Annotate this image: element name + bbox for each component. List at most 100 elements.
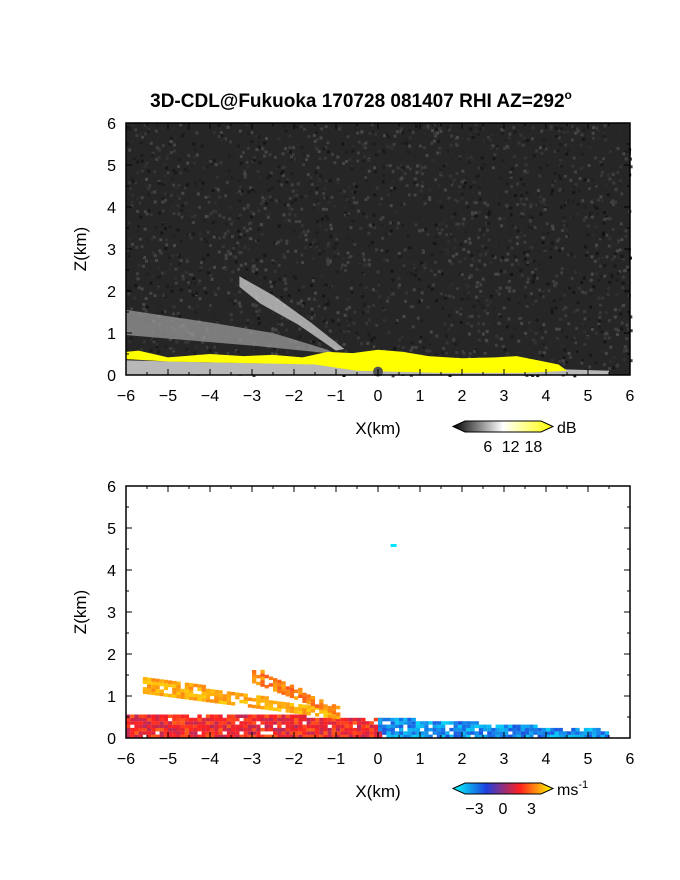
velocity-pixel <box>457 724 463 729</box>
noise-pixel <box>157 148 161 152</box>
noise-pixel <box>283 278 287 282</box>
noise-pixel <box>317 208 321 212</box>
noise-pixel <box>145 272 149 276</box>
velocity-pixel <box>365 731 370 735</box>
noise-pixel <box>486 303 490 307</box>
noise-pixel <box>224 194 228 198</box>
noise-pixel <box>533 225 537 229</box>
noise-pixel <box>238 304 242 308</box>
noise-pixel <box>397 251 401 255</box>
velocity-pixel <box>277 724 282 729</box>
noise-pixel <box>305 158 309 162</box>
noise-pixel <box>238 189 242 193</box>
noise-pixel <box>553 284 557 288</box>
velocity-pixel <box>436 727 442 732</box>
velocity-pixel <box>289 694 295 699</box>
velocity-pixel <box>201 698 206 702</box>
noise-pixel <box>413 156 417 160</box>
noise-pixel <box>350 204 354 208</box>
noise-pixel <box>402 264 406 268</box>
noise-pixel <box>523 169 527 173</box>
noise-pixel <box>338 189 342 193</box>
noise-pixel <box>620 238 624 242</box>
velocity-pixel <box>155 721 160 725</box>
velocity-pixel <box>390 721 395 725</box>
noise-pixel <box>491 166 495 170</box>
velocity-pixel <box>176 694 181 699</box>
noise-pixel <box>214 210 218 213</box>
noise-pixel <box>169 347 173 350</box>
noise-pixel <box>153 170 157 174</box>
noise-pixel <box>437 139 441 143</box>
noise-pixel <box>389 229 393 233</box>
noise-pixel <box>399 163 403 167</box>
noise-pixel <box>498 322 501 326</box>
noise-pixel <box>423 266 427 270</box>
noise-pixel <box>469 274 473 278</box>
noise-pixel <box>607 244 611 248</box>
velocity-pixel <box>336 717 341 722</box>
noise-pixel <box>507 342 511 346</box>
velocity-pixel <box>327 711 332 715</box>
noise-pixel <box>401 346 405 350</box>
velocity-pixel <box>235 695 240 700</box>
velocity-pixel <box>533 731 538 735</box>
noise-pixel <box>577 188 581 192</box>
noise-pixel <box>584 245 588 249</box>
velocity-pixel <box>281 731 286 735</box>
noise-pixel <box>587 145 591 149</box>
noise-pixel <box>137 222 141 225</box>
noise-pixel <box>148 340 152 344</box>
velocity-pixel <box>126 721 131 725</box>
noise-pixel <box>420 319 424 323</box>
noise-pixel <box>236 217 240 220</box>
noise-pixel <box>593 204 597 208</box>
velocity-pixel <box>453 734 458 739</box>
noise-pixel <box>439 250 443 254</box>
velocity-pixel <box>298 691 303 695</box>
noise-pixel <box>390 180 394 184</box>
velocity-pixel <box>168 734 173 739</box>
noise-pixel <box>549 142 553 146</box>
noise-pixel <box>503 146 507 150</box>
noise-pixel <box>503 348 507 352</box>
velocity-pixel <box>176 727 181 732</box>
noise-pixel <box>166 254 170 258</box>
velocity-pixel <box>474 734 479 739</box>
noise-pixel <box>326 217 330 221</box>
noise-pixel <box>590 200 594 204</box>
noise-pixel <box>165 192 169 196</box>
velocity-pixel <box>537 731 542 735</box>
noise-pixel <box>214 293 218 297</box>
noise-pixel <box>531 280 535 284</box>
noise-pixel <box>404 137 408 141</box>
velocity-pixel <box>256 724 261 729</box>
noise-pixel <box>311 312 315 316</box>
noise-pixel <box>376 270 380 274</box>
noise-pixel <box>335 275 339 279</box>
noise-pixel <box>436 151 440 155</box>
velocity-pixel <box>310 721 316 725</box>
x-tick-label: −6 <box>117 388 135 405</box>
noise-pixel <box>342 343 346 346</box>
velocity-pixel <box>189 696 194 701</box>
velocity-pixel <box>285 686 290 690</box>
noise-pixel <box>625 323 629 327</box>
noise-pixel <box>134 181 138 185</box>
noise-pixel <box>209 160 213 163</box>
noise-pixel <box>157 266 161 270</box>
noise-pixel <box>616 363 620 367</box>
noise-pixel <box>135 245 139 249</box>
noise-pixel <box>216 321 220 325</box>
noise-pixel <box>608 149 612 153</box>
noise-pixel <box>177 193 181 197</box>
noise-pixel <box>501 159 504 163</box>
noise-pixel <box>479 289 483 293</box>
noise-pixel <box>298 220 301 223</box>
noise-pixel <box>622 303 626 307</box>
noise-pixel <box>562 216 566 220</box>
noise-pixel <box>172 183 176 187</box>
noise-pixel <box>361 311 365 315</box>
noise-pixel <box>626 265 629 269</box>
velocity-pixel <box>453 731 458 735</box>
